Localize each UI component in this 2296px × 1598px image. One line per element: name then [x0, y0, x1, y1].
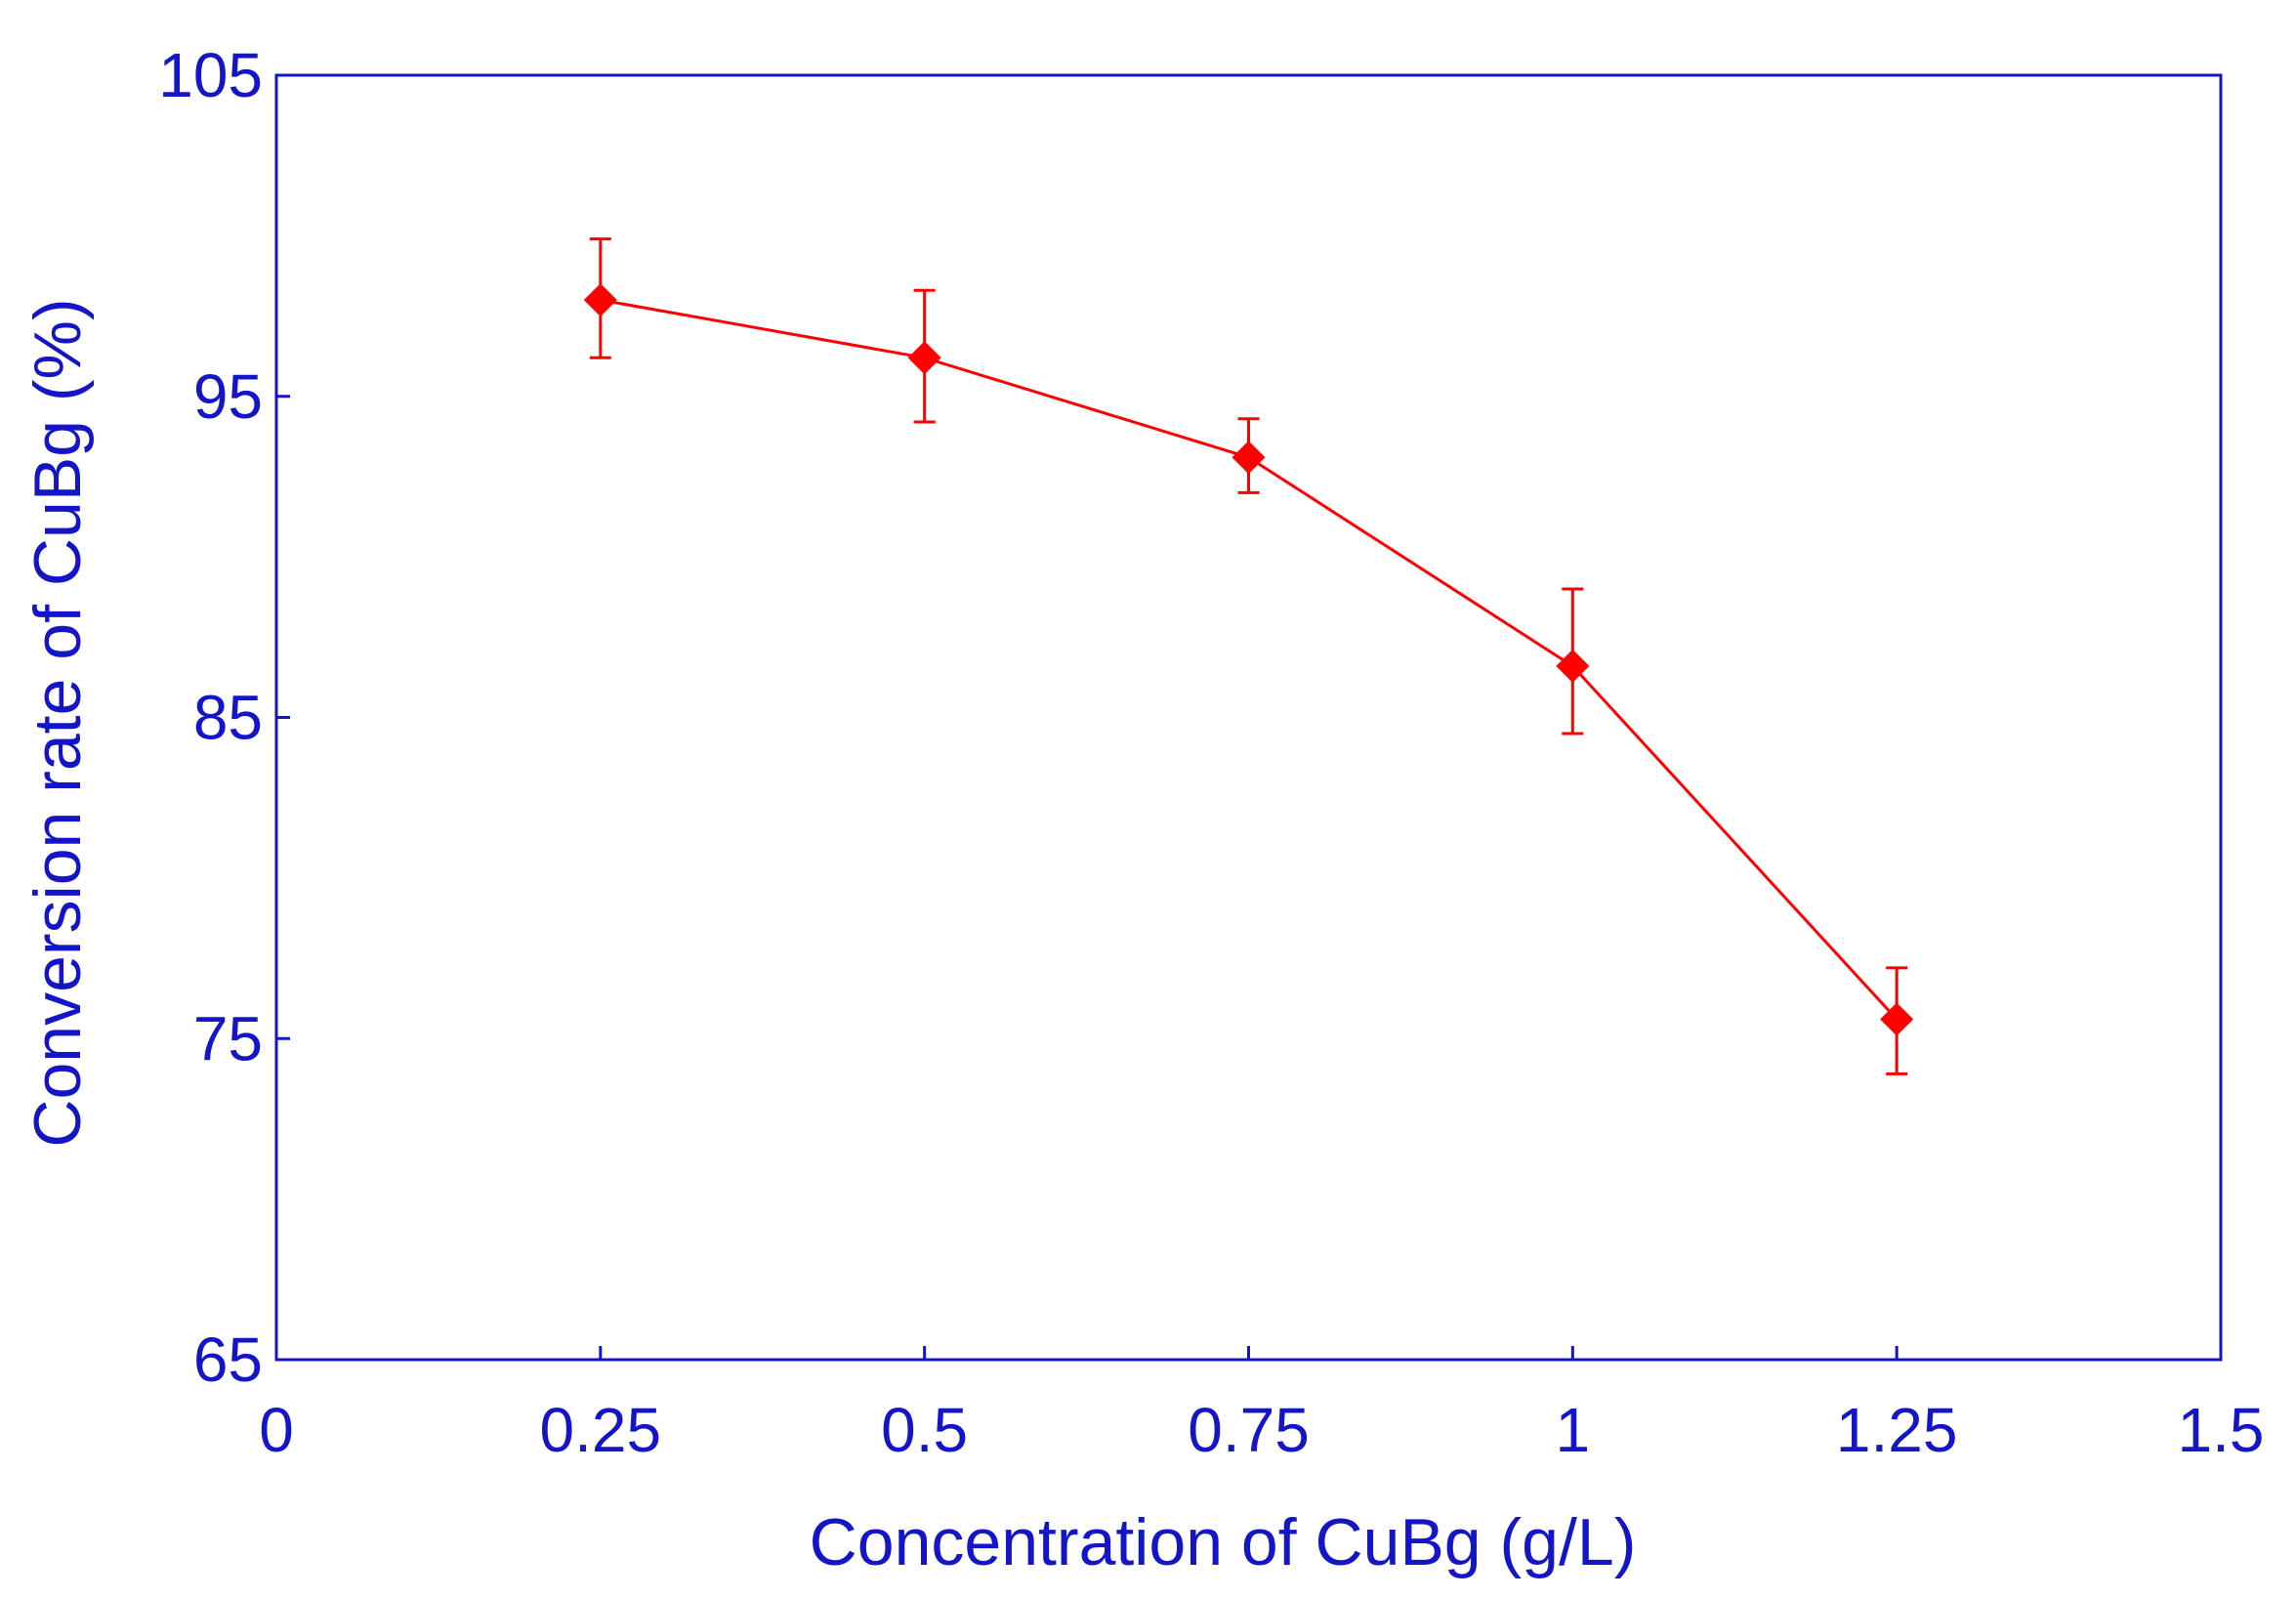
series-conversion-rate [583, 237, 1914, 1075]
y-tick-label: 75 [193, 1003, 263, 1073]
x-tick-label: 0.5 [881, 1395, 968, 1465]
y-axis-title: Conversion rate of CuBg (%) [21, 298, 95, 1147]
x-tick-label: 0 [259, 1395, 294, 1465]
x-tick-label: 0.75 [1188, 1395, 1310, 1465]
x-axis-ticks: 0 0.25 0.5 0.75 1 1.25 1.5 [259, 1346, 2264, 1465]
x-tick-label: 1 [1556, 1395, 1591, 1465]
y-tick-label: 95 [193, 361, 263, 432]
x-tick-label: 0.25 [540, 1395, 662, 1465]
y-axis-ticks: 65 75 85 95 105 [158, 40, 290, 1395]
data-point-diamond [1556, 649, 1590, 683]
x-axis-title: Concentration of CuBg (g/L) [810, 1505, 1637, 1579]
x-tick-label: 1.25 [1836, 1395, 1958, 1465]
y-tick-label: 85 [193, 683, 263, 753]
data-point-diamond [583, 283, 617, 317]
x-tick-label: 1.5 [2178, 1395, 2265, 1465]
y-tick-label: 65 [193, 1325, 263, 1395]
data-point-diamond [907, 341, 941, 375]
data-point-diamond [1231, 441, 1266, 475]
data-point-diamond [1880, 1002, 1914, 1036]
y-tick-label: 105 [158, 40, 263, 110]
